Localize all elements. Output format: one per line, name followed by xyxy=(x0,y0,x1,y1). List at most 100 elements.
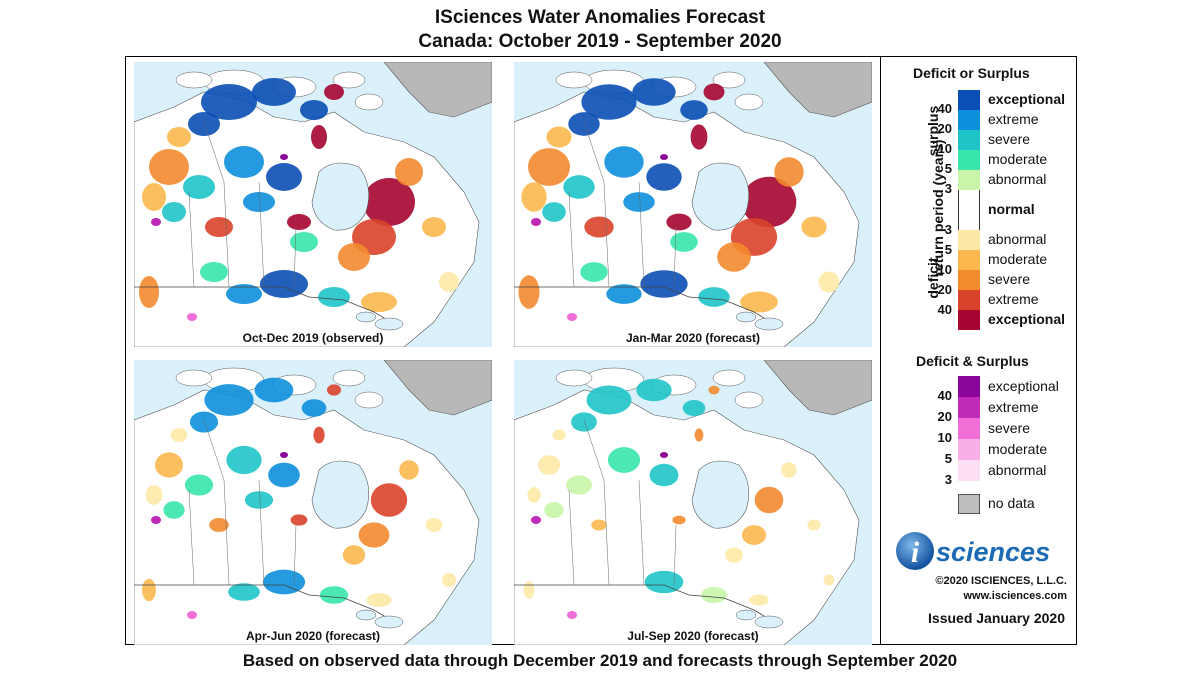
greenland-nodata xyxy=(763,360,872,416)
province-boundary xyxy=(188,489,195,586)
legend-swatch-surplus-severe xyxy=(958,130,980,150)
legend-deficit-abnormal-label: abnormal xyxy=(988,231,1047,247)
legend-surplus-number: 20 xyxy=(937,121,952,136)
surplus-anomaly xyxy=(200,262,228,282)
legend-swatch-both-exceptional xyxy=(958,376,980,397)
province-boundary xyxy=(293,524,297,586)
border-line xyxy=(134,286,395,325)
deficit-anomaly xyxy=(442,573,456,587)
great-lakes xyxy=(735,311,757,323)
deficit-and-surplus-anomaly xyxy=(531,218,541,226)
main-title: ISciences Water Anomalies Forecast xyxy=(434,7,766,28)
legend-surplus-severe-label: severe xyxy=(988,131,1031,147)
legend-heading-deficit-or-surplus: Deficit or Surplus xyxy=(913,65,1030,81)
map-graphic xyxy=(134,62,492,347)
deficit-anomaly xyxy=(781,462,797,478)
surplus-anomaly xyxy=(300,100,328,120)
deficit-anomaly xyxy=(363,178,415,226)
legend-both-exceptional-label: exceptional xyxy=(988,378,1059,394)
deficit-and-surplus-anomaly xyxy=(151,516,161,524)
great-lakes xyxy=(374,317,404,331)
deficit-anomaly xyxy=(823,574,835,586)
legend-both-moderate-label: moderate xyxy=(988,441,1048,457)
deficit-anomaly xyxy=(399,460,419,480)
surplus-anomaly xyxy=(580,262,608,282)
surplus-anomaly xyxy=(226,445,262,475)
legend-both-severe-label: severe xyxy=(988,420,1031,436)
great-lakes xyxy=(374,615,404,629)
logo-word: sciences xyxy=(936,537,1050,567)
legend-swatch-surplus-abnormal xyxy=(958,170,980,190)
legend-swatch-nodata xyxy=(958,494,980,514)
surplus-anomaly xyxy=(189,411,219,433)
arctic-island xyxy=(555,369,593,387)
legend-swatch-surplus-exceptional xyxy=(958,90,980,110)
hudson-bay xyxy=(691,162,750,231)
deficit-anomaly xyxy=(818,271,840,293)
legend-both-number: 20 xyxy=(937,409,952,424)
arctic-island xyxy=(734,93,764,111)
hudson-bay xyxy=(311,162,370,231)
surplus-anomaly xyxy=(268,462,300,488)
legend-swatch-normal xyxy=(958,190,980,230)
hudson-bay xyxy=(691,460,750,529)
arctic-island xyxy=(332,71,366,89)
great-lakes xyxy=(355,609,377,621)
province-boundary xyxy=(673,226,677,288)
legend-deficit-number: 10 xyxy=(937,262,952,277)
legend-swatch-deficit-extreme xyxy=(958,290,980,310)
surplus-anomaly xyxy=(290,232,318,252)
map-jan-mar-2020: Jan-Mar 2020 (forecast) xyxy=(514,62,872,347)
arctic-island xyxy=(712,369,746,387)
deficit-anomaly xyxy=(527,487,541,503)
arctic-island xyxy=(734,391,764,409)
deficit-anomaly xyxy=(370,483,408,517)
map-apr-jun-2020: Apr-Jun 2020 (forecast) xyxy=(134,360,492,645)
deficit-anomaly xyxy=(342,545,366,565)
greenland-nodata xyxy=(383,360,492,416)
deficit-anomaly xyxy=(439,272,459,292)
copyright: ©2020 ISCIENCES, L.L.C. xyxy=(935,575,1067,587)
legend-deficit-number: 20 xyxy=(937,282,952,297)
greenland-nodata xyxy=(763,62,872,118)
deficit-anomaly xyxy=(717,242,751,272)
surplus-anomaly xyxy=(252,78,296,106)
surplus-anomaly xyxy=(319,586,349,604)
surplus-anomaly xyxy=(201,84,257,120)
deficit-anomaly xyxy=(740,291,778,313)
surplus-anomaly xyxy=(204,384,254,416)
deficit-anomaly xyxy=(358,522,390,548)
great-lakes xyxy=(735,609,757,621)
province-boundary xyxy=(638,181,645,288)
deficit-anomaly xyxy=(538,455,560,475)
legend-both-extreme-label: extreme xyxy=(988,399,1039,415)
legend-both-abnormal-label: abnormal xyxy=(988,462,1047,478)
legend-deficit-exceptional-label: exceptional xyxy=(988,311,1066,327)
deficit-anomaly xyxy=(666,213,692,231)
legend-swatch-surplus-moderate xyxy=(958,150,980,170)
legend-heading-deficit-and-surplus: Deficit & Surplus xyxy=(916,353,1029,369)
deficit-and-surplus-anomaly xyxy=(531,516,541,524)
surplus-anomaly xyxy=(682,399,706,417)
province-boundary xyxy=(638,479,645,586)
deficit-anomaly xyxy=(546,126,572,148)
surplus-anomaly xyxy=(188,112,220,136)
legend-both-number: 3 xyxy=(944,472,952,487)
footer-note: Based on observed data through December … xyxy=(242,651,958,670)
province-boundary xyxy=(188,191,195,288)
deficit-anomaly xyxy=(552,429,566,441)
deficit-and-surplus-anomaly xyxy=(660,154,668,160)
arctic-island xyxy=(712,71,746,89)
legend-swatch-both-severe xyxy=(958,418,980,439)
deficit-anomaly xyxy=(290,514,308,526)
deficit-anomaly xyxy=(425,518,443,532)
surplus-anomaly xyxy=(701,586,727,604)
surplus-anomaly xyxy=(581,84,637,120)
arctic-island xyxy=(555,71,593,89)
legend-deficit-moderate-label: moderate xyxy=(988,251,1048,267)
deficit-anomaly xyxy=(155,452,183,478)
legend-swatch-deficit-moderate xyxy=(958,250,980,270)
legend-swatch-deficit-exceptional xyxy=(958,310,980,330)
deficit-anomaly xyxy=(361,292,397,312)
surplus-anomaly xyxy=(566,475,592,495)
